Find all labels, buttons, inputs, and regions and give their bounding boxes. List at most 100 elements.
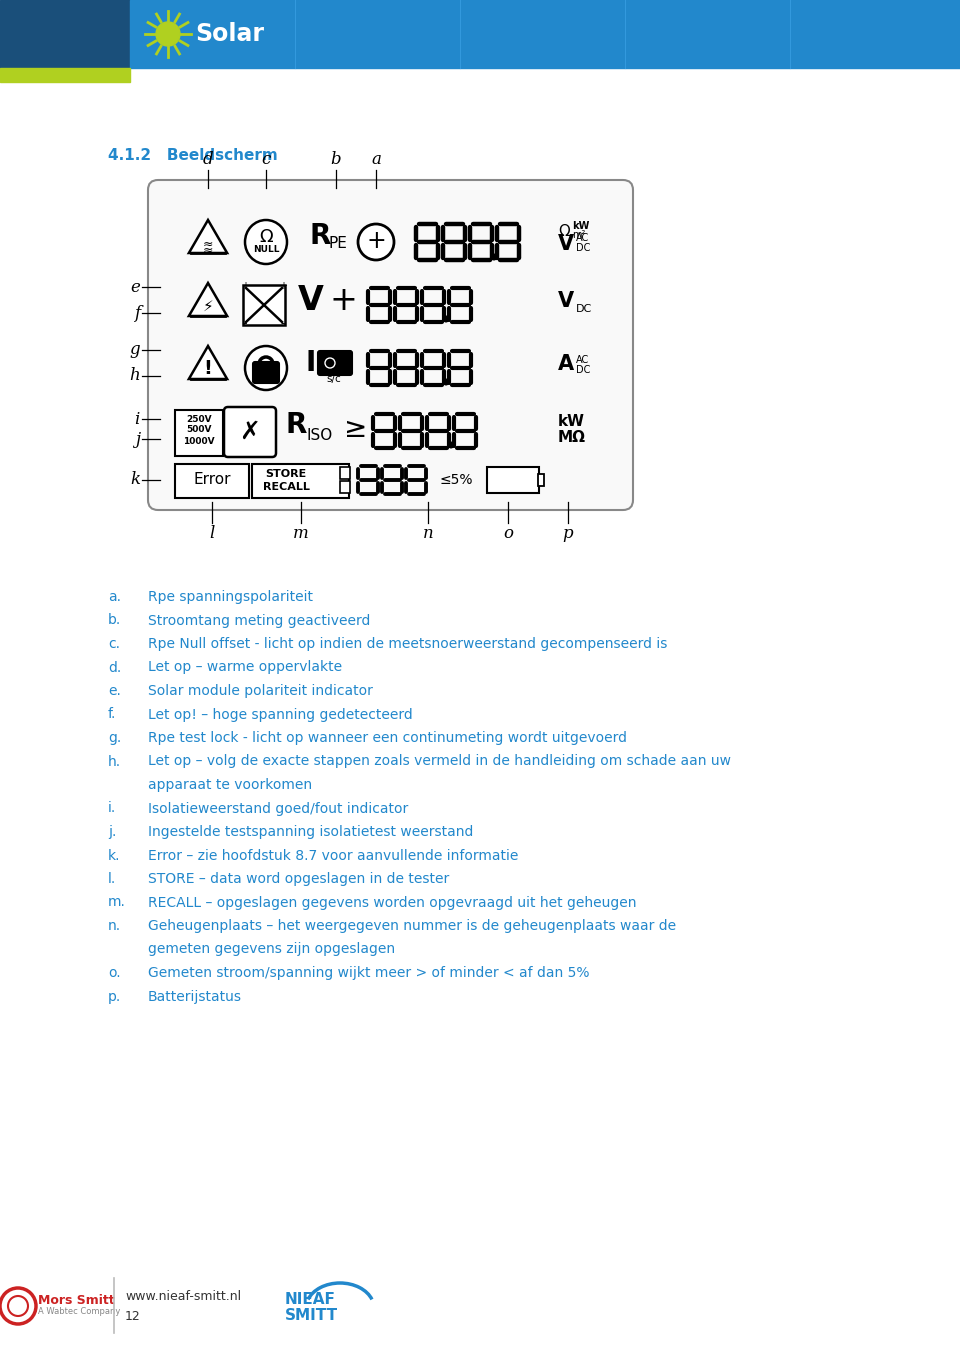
Text: AC: AC [576,234,589,243]
Polygon shape [189,346,228,379]
Text: 4.1.2   Beeldscherm: 4.1.2 Beeldscherm [108,148,277,163]
Text: m: m [293,526,309,542]
Text: ✗: ✗ [239,420,260,444]
Text: PE: PE [328,236,347,251]
FancyBboxPatch shape [175,410,223,456]
Text: Solar: Solar [195,22,264,46]
Text: h: h [130,368,140,384]
Text: c.: c. [108,637,120,650]
Text: b: b [330,151,342,168]
Text: o.: o. [108,966,121,980]
Text: AC: AC [576,354,589,365]
Text: Stroomtang meting geactiveerd: Stroomtang meting geactiveerd [148,614,371,627]
Text: V: V [558,291,574,311]
Text: e.: e. [108,684,121,698]
Circle shape [0,1287,36,1324]
Circle shape [448,443,454,448]
FancyBboxPatch shape [487,467,539,493]
Text: Let op – warme oppervlakte: Let op – warme oppervlakte [148,660,342,675]
Text: DC: DC [576,365,590,375]
Text: Ω: Ω [259,228,273,246]
Text: Ω: Ω [558,224,569,239]
Text: V: V [298,284,324,318]
Text: STORE – data word opgeslagen in de tester: STORE – data word opgeslagen in de teste… [148,872,449,885]
Text: g.: g. [108,731,121,746]
Text: d.: d. [108,660,121,675]
Text: gemeten gegevens zijn opgeslagen: gemeten gegevens zijn opgeslagen [148,942,396,956]
Circle shape [358,224,394,259]
Text: n.: n. [108,919,121,933]
Text: Geheugenplaats – het weergegeven nummer is de geheugenplaats waar de: Geheugenplaats – het weergegeven nummer … [148,919,676,933]
FancyBboxPatch shape [252,464,349,498]
Text: apparaat te voorkomen: apparaat te voorkomen [148,778,312,792]
Text: RECALL – opgeslagen gegevens worden opgevraagd uit het geheugen: RECALL – opgeslagen gegevens worden opge… [148,895,636,910]
Text: Isolatieweerstand goed/fout indicator: Isolatieweerstand goed/fout indicator [148,801,408,816]
Text: DC: DC [576,243,590,253]
Text: j: j [134,430,140,448]
Text: Gemeten stroom/spanning wijkt meer > of minder < af dan 5%: Gemeten stroom/spanning wijkt meer > of … [148,966,589,980]
Text: ≥: ≥ [345,416,368,443]
Bar [0,68,130,81]
Text: o: o [503,526,513,542]
Circle shape [325,359,335,368]
Text: NULL: NULL [252,246,279,254]
Text: e: e [131,278,140,296]
Text: DC: DC [576,304,592,314]
Text: SMITT: SMITT [285,1308,338,1323]
Text: i.: i. [108,801,116,816]
Text: !: ! [204,360,212,379]
Text: 500V: 500V [186,425,212,435]
Text: l: l [209,526,215,542]
Text: ⚡: ⚡ [203,299,213,314]
Text: R: R [286,411,307,439]
Text: a.: a. [108,589,121,604]
Ellipse shape [156,22,180,46]
Ellipse shape [245,220,287,263]
FancyBboxPatch shape [175,464,249,498]
Text: s/c: s/c [326,373,341,384]
Text: Let op – volg de exacte stappen zoals vermeld in de handleiding om schade aan uw: Let op – volg de exacte stappen zoals ve… [148,755,731,769]
Polygon shape [189,282,228,316]
Text: m²: m² [572,230,586,240]
Text: k: k [130,471,140,489]
Text: f: f [133,304,140,322]
Text: ≈: ≈ [203,238,213,250]
Circle shape [444,316,449,322]
FancyBboxPatch shape [318,350,352,375]
Text: d: d [203,151,213,168]
FancyBboxPatch shape [253,363,279,383]
Text: kW: kW [572,221,589,231]
Text: b.: b. [108,614,121,627]
Text: V: V [558,234,574,254]
Text: l.: l. [108,872,116,885]
Text: -: - [280,318,285,330]
Text: 1000V: 1000V [183,436,215,445]
Text: +: + [366,230,386,253]
Text: f.: f. [108,708,116,721]
Text: +: + [241,281,249,291]
FancyBboxPatch shape [340,467,350,479]
Text: Mors Smitt: Mors Smitt [38,1294,114,1306]
Text: m.: m. [108,895,126,910]
Text: MΩ: MΩ [558,429,586,444]
Text: +: + [279,281,287,291]
Circle shape [444,379,449,384]
Text: Rpe test lock - licht op wanneer een continumeting wordt uitgevoerd: Rpe test lock - licht op wanneer een con… [148,731,627,746]
Text: c: c [261,151,271,168]
Text: A: A [558,354,574,373]
Text: ≤5%: ≤5% [440,473,473,488]
Text: +: + [329,284,357,318]
Text: ≈: ≈ [203,243,213,257]
Circle shape [492,254,497,259]
Text: Solar module polariteit indicator: Solar module polariteit indicator [148,684,372,698]
Text: Ingestelde testspanning isolatietest weerstand: Ingestelde testspanning isolatietest wee… [148,826,473,839]
FancyBboxPatch shape [224,407,276,458]
Text: 250V: 250V [186,414,212,424]
Bar [0,0,130,68]
Ellipse shape [245,346,287,390]
Text: Batterijstatus: Batterijstatus [148,990,242,1004]
Text: -: - [243,318,248,330]
Text: p: p [563,526,573,542]
Text: 12: 12 [125,1309,141,1323]
FancyBboxPatch shape [243,285,285,325]
